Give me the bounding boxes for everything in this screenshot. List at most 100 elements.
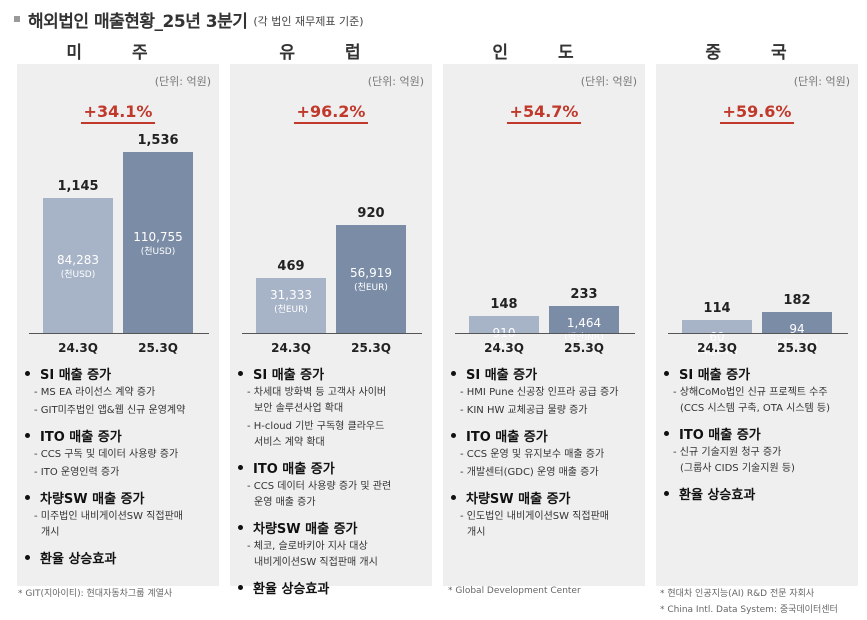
region-heading-americas: 미 주 [66, 43, 170, 63]
section-item: - MS EA 라이선스 계약 증가 [25, 385, 215, 401]
title-row: 해외법인 매출현황_25년 3분기 (각 법인 재무제표 기준) [14, 6, 364, 32]
section-item-line: - 인도법인 내비게이션SW 직접판매 [460, 511, 609, 522]
section-heading-text: ITO 매출 증가 [466, 430, 548, 445]
bullet-icon [25, 433, 30, 438]
bullet-icon [451, 371, 456, 376]
section-heading: 환율 상승효과 [664, 484, 854, 503]
bar-total-label: 1,536 [137, 133, 179, 148]
growth-rate-value: +34.1% [80, 102, 156, 124]
section-heading: 환율 상승효과 [238, 578, 428, 597]
section-item-line: 개시 [467, 527, 486, 538]
section-item-line: 내비게이션SW 직접판매 개시 [254, 557, 378, 568]
region-heading-india: 인 도 [492, 43, 596, 63]
region-content: SI 매출 증가 - HMI Pune 신공장 인프라 공급 증가 - KIN HW… [451, 364, 641, 541]
bullet-icon [238, 525, 243, 530]
region-content: SI 매출 증가 - 차세대 방화벽 등 고객사 사이버 보안 솔루션사업 확대 - … [238, 364, 428, 597]
unit-label: (단위: 억원) [793, 75, 850, 88]
section-heading-text: SI 매출 증가 [466, 368, 538, 383]
local-currency: (백만CNY) [775, 339, 819, 349]
section-heading-text: SI 매출 증가 [679, 368, 751, 383]
section-item: - 신규 기술지원 청구 증가 (그룹사 CIDS 기술지원 등) [664, 445, 854, 477]
section-item-line: 개시 [41, 527, 60, 538]
footnote-americas: * GIT(지아이티): 현대자동차그룹 계열사 [18, 589, 173, 599]
section-heading-text: ITO 매출 증가 [40, 430, 122, 445]
bar-total-label: 233 [570, 287, 598, 302]
footnote-china-2: * China Intl. Data System: 중국데이터센터 [660, 605, 838, 615]
period-label: 24.3Q [58, 341, 98, 355]
page-subtitle: (각 법인 재무제표 기준) [253, 14, 364, 28]
bar-local-value: 56,919 (천EUR) [336, 266, 406, 296]
chart-baseline [242, 333, 422, 334]
section-item-line: (CCS 시스템 구축, OTA 시스템 등) [680, 403, 831, 414]
period-label: 25.3Q [138, 341, 178, 355]
bar-curr [762, 312, 832, 333]
section-heading: 차량SW 매출 증가 [451, 488, 641, 507]
section-item: - CCS 구독 및 데이터 사용량 증가 [25, 447, 215, 463]
section-item: - 개발센터(GDC) 운영 매출 증가 [451, 465, 641, 481]
section-heading: SI 매출 증가 [238, 364, 428, 383]
section-item-line: - 체코, 슬로바키아 지사 대상 [247, 541, 368, 552]
section-heading-text: SI 매출 증가 [253, 368, 325, 383]
section-heading: 환율 상승효과 [25, 548, 215, 567]
section-heading: SI 매출 증가 [451, 364, 641, 383]
growth-rate: +34.1% [17, 102, 219, 124]
bullet-icon [664, 371, 669, 376]
period-label: 24.3Q [271, 341, 311, 355]
unit-label: (단위: 억원) [580, 75, 637, 88]
section-item-line: 운영 매출 증가 [254, 497, 316, 508]
bar-curr [549, 306, 619, 333]
region-heading-europe: 유 럽 [279, 43, 383, 63]
section-heading-text: 차량SW 매출 증가 [253, 522, 358, 537]
section-item-line: 보안 솔루션사업 확대 [254, 403, 344, 414]
section-item-line: - 개발센터(GDC) 운영 매출 증가 [460, 467, 599, 478]
section-heading-text: 차량SW 매출 증가 [466, 492, 571, 507]
local-currency: (백만INR) [564, 333, 604, 343]
section-item: - H-cloud 기반 구독형 클라우드 서비스 계약 확대 [238, 419, 428, 451]
local-currency: (백만INR) [484, 343, 524, 353]
section-item-line: - ITO 운영인력 증가 [34, 467, 120, 478]
chart-baseline [668, 333, 848, 334]
bullet-icon [25, 371, 30, 376]
section-item: - 상해CoMo법인 신규 프로젝트 수주 (CCS 시스템 구축, OTA 시스… [664, 385, 854, 417]
bar-total-label: 182 [783, 293, 811, 308]
bar-local-value: 31,333 (천EUR) [256, 288, 326, 318]
bar-prev [469, 316, 539, 333]
region-panel-china: (단위: 억원) +59.6% 114 60 (백만CNY) 24.3Q 182 94 (백만C… [656, 64, 858, 586]
growth-rate-value: +59.6% [719, 102, 795, 124]
bar-local-value: 84,283 (천USD) [43, 253, 113, 283]
section-item: - 차세대 방화벽 등 고객사 사이버 보안 솔루션사업 확대 [238, 385, 428, 417]
bar-local-value: 110,755 (천USD) [123, 230, 193, 260]
section-item-line: - 상해CoMo법인 신규 프로젝트 수주 [673, 387, 828, 398]
growth-rate: +59.6% [656, 102, 858, 124]
section-item: - GIT미주법인 앱&웹 신규 운영계약 [25, 403, 215, 419]
section-heading-text: SI 매출 증가 [40, 368, 112, 383]
period-label: 25.3Q [564, 341, 604, 355]
bar-total-label: 920 [357, 206, 385, 221]
growth-rate-value: +96.2% [293, 102, 369, 124]
chart-baseline [29, 333, 209, 334]
period-label: 24.3Q [484, 341, 524, 355]
section-item-line: 서비스 계약 확대 [254, 437, 325, 448]
local-amount: 94 [789, 322, 805, 336]
region-content: SI 매출 증가 - 상해CoMo법인 신규 프로젝트 수주 (CCS 시스템 구축… [664, 364, 854, 503]
bar-prev [682, 320, 752, 333]
section-item: - CCS 운영 및 유지보수 매출 증가 [451, 447, 641, 463]
bar-local-value: 1,464 (백만INR) [549, 316, 619, 346]
page-title: 해외법인 매출현황_25년 3분기 [28, 11, 248, 32]
section-heading: ITO 매출 증가 [238, 458, 428, 477]
local-currency: (천USD) [60, 269, 96, 280]
footnote-india: * Global Development Center [448, 586, 581, 596]
bullet-icon [664, 431, 669, 436]
section-heading: ITO 매출 증가 [25, 426, 215, 445]
bullet-icon [238, 371, 243, 376]
unit-label: (단위: 억원) [367, 75, 424, 88]
section-heading: SI 매출 증가 [664, 364, 854, 383]
unit-label: (단위: 억원) [154, 75, 211, 88]
region-heading-china: 중 국 [705, 43, 809, 63]
section-item: - KIN HW 교체공급 물량 증가 [451, 403, 641, 419]
section-heading: ITO 매출 증가 [451, 426, 641, 445]
bar-total-label: 114 [703, 301, 731, 316]
section-heading-text: 차량SW 매출 증가 [40, 492, 145, 507]
title-bullet-icon [14, 16, 20, 22]
